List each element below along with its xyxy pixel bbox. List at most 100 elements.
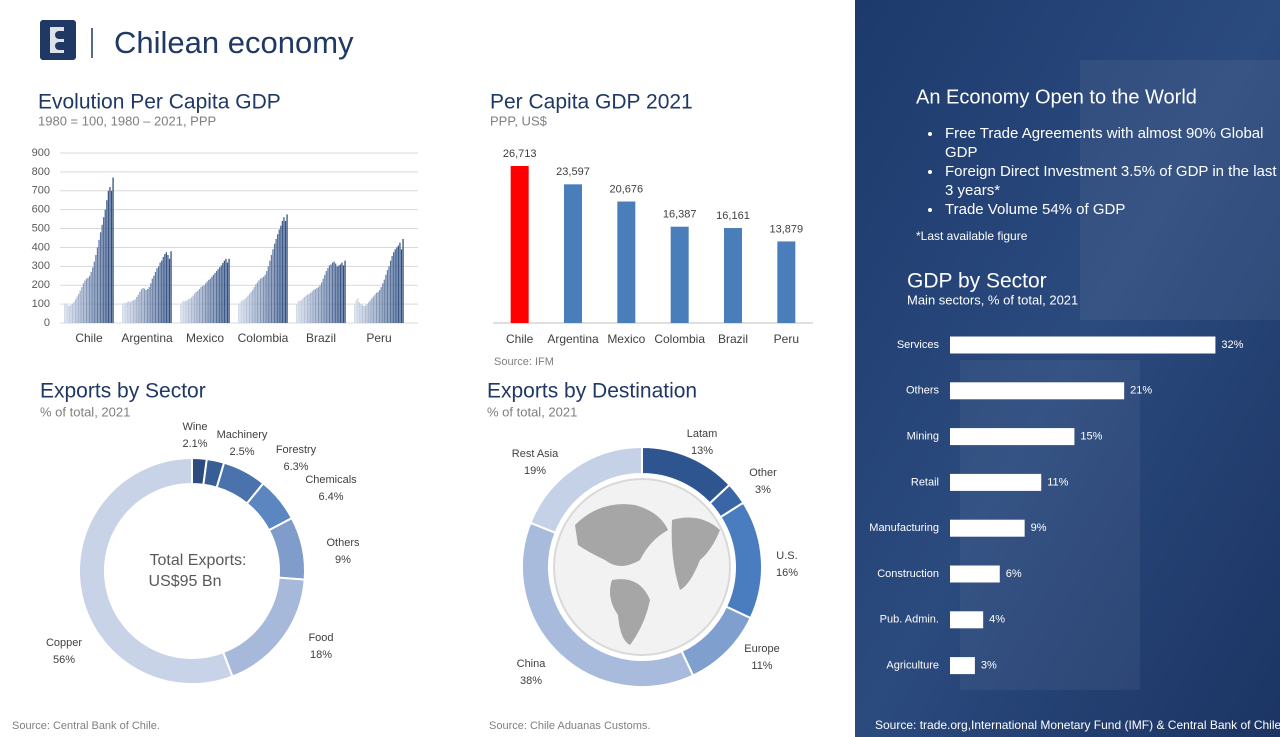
y-tick-label: 500 bbox=[32, 222, 50, 234]
bar bbox=[226, 262, 229, 323]
bar bbox=[125, 303, 127, 323]
bar bbox=[310, 292, 312, 323]
bar bbox=[399, 242, 401, 323]
bar bbox=[126, 301, 128, 323]
x-tick-label: Chile bbox=[506, 332, 534, 346]
bar bbox=[167, 255, 169, 323]
donut-slice bbox=[221, 576, 306, 678]
bar bbox=[201, 286, 204, 323]
source: Source: trade.org,International Monetary… bbox=[875, 718, 1280, 732]
bar bbox=[255, 284, 257, 323]
bar bbox=[377, 291, 379, 323]
bar bbox=[261, 277, 263, 323]
bar bbox=[208, 279, 210, 323]
bar bbox=[223, 260, 225, 323]
bar bbox=[250, 291, 252, 323]
bar bbox=[161, 260, 163, 323]
bar bbox=[129, 302, 132, 323]
chart-title: Per Capita GDP 2021 bbox=[490, 91, 693, 114]
value-label: 3% bbox=[981, 660, 997, 672]
bar bbox=[374, 294, 376, 323]
bar bbox=[252, 289, 254, 323]
x-tick-label: Brazil bbox=[718, 332, 748, 346]
bar bbox=[194, 293, 196, 323]
bar bbox=[110, 190, 113, 323]
bar bbox=[275, 238, 277, 323]
bar bbox=[371, 298, 373, 323]
bar bbox=[283, 217, 285, 323]
x-tick-label: Brazil bbox=[306, 331, 336, 345]
bar bbox=[187, 299, 190, 323]
slice-label: Food bbox=[308, 632, 333, 644]
slice-label: Others bbox=[326, 537, 360, 549]
bar bbox=[372, 296, 374, 323]
bar bbox=[150, 283, 152, 323]
bar bbox=[311, 291, 313, 323]
bar bbox=[670, 226, 689, 323]
y-tick-label: Retail bbox=[911, 476, 939, 488]
bar bbox=[266, 271, 268, 323]
chart-subtitle: PPP, US$ bbox=[490, 113, 548, 128]
bar bbox=[212, 274, 215, 323]
bar bbox=[85, 278, 88, 323]
slice-label: Machinery bbox=[217, 429, 268, 441]
bar bbox=[65, 303, 67, 323]
bar bbox=[215, 271, 218, 323]
bar bbox=[142, 288, 144, 323]
bar bbox=[402, 238, 404, 323]
bar bbox=[203, 285, 205, 323]
bar bbox=[280, 225, 282, 323]
slice-label: U.S. bbox=[776, 550, 797, 562]
source: Source: Chile Aduanas Customs. bbox=[489, 720, 650, 732]
center-text: Total Exports: bbox=[150, 552, 247, 569]
bar bbox=[211, 276, 213, 323]
value-label: 23,597 bbox=[556, 166, 590, 178]
y-tick-label: 800 bbox=[32, 166, 50, 178]
bar bbox=[338, 265, 340, 323]
donut-slice bbox=[529, 445, 643, 535]
bar bbox=[93, 261, 95, 323]
bar bbox=[394, 249, 396, 323]
bar bbox=[389, 260, 392, 323]
bar bbox=[68, 306, 70, 323]
bar bbox=[101, 224, 103, 323]
bar bbox=[220, 265, 222, 323]
bar bbox=[263, 276, 265, 323]
bar bbox=[336, 266, 338, 323]
bar bbox=[109, 187, 111, 323]
bar bbox=[386, 270, 389, 323]
bar bbox=[151, 278, 153, 323]
x-tick-label: Argentina bbox=[547, 332, 599, 346]
bar bbox=[74, 299, 77, 323]
slice-value: 3% bbox=[755, 484, 771, 496]
bar bbox=[248, 293, 251, 323]
bar bbox=[139, 291, 141, 323]
bar bbox=[76, 296, 78, 323]
x-tick-label: Argentina bbox=[121, 331, 173, 345]
bar bbox=[241, 300, 243, 323]
bar bbox=[366, 304, 368, 323]
bar bbox=[78, 293, 80, 323]
bar bbox=[355, 300, 357, 323]
panel-title: An Economy Open to the World bbox=[916, 86, 1197, 108]
center-text: US$95 Bn bbox=[149, 573, 222, 590]
bar bbox=[123, 302, 125, 323]
bar bbox=[137, 294, 139, 323]
chart-subtitle: % of total, 2021 bbox=[40, 404, 130, 419]
y-tick-label: 900 bbox=[32, 147, 50, 159]
donut-slice bbox=[267, 516, 306, 581]
bar bbox=[950, 611, 984, 629]
bar bbox=[99, 232, 102, 323]
bar bbox=[327, 268, 329, 323]
bar bbox=[164, 254, 166, 323]
bar bbox=[162, 256, 164, 323]
bar bbox=[277, 234, 279, 323]
bar bbox=[296, 304, 298, 323]
y-tick-label: Manufacturing bbox=[869, 522, 939, 534]
bar bbox=[388, 266, 390, 323]
bar bbox=[342, 265, 345, 323]
bar bbox=[297, 301, 299, 323]
value-label: 20,676 bbox=[610, 183, 644, 195]
